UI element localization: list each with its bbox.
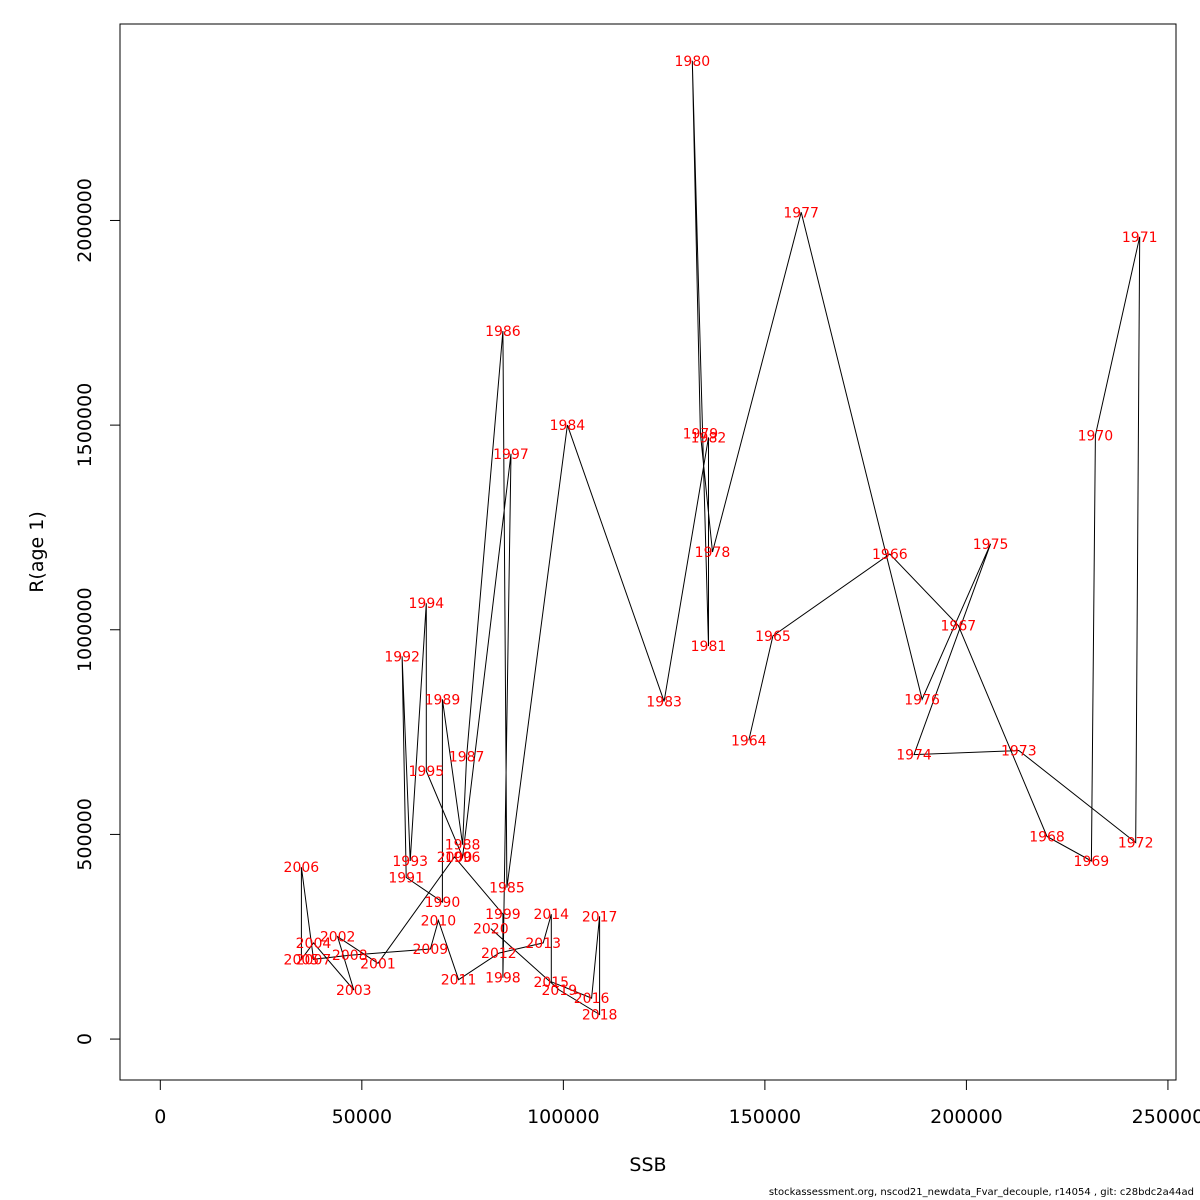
x-tick-label: 50000 — [332, 1106, 392, 1128]
year-label-2005: 2005 — [284, 952, 320, 968]
year-label-1980: 1980 — [675, 54, 711, 70]
year-label-1982: 1982 — [691, 430, 727, 446]
year-label-1971: 1971 — [1122, 230, 1158, 246]
year-label-1973: 1973 — [1001, 744, 1037, 760]
year-label-1984: 1984 — [550, 418, 586, 434]
year-label-2010: 2010 — [421, 913, 457, 929]
year-label-1995: 1995 — [409, 764, 445, 780]
year-label-1978: 1978 — [695, 545, 731, 561]
year-label-1991: 1991 — [388, 870, 424, 886]
x-tick-label: 250000 — [1132, 1106, 1200, 1128]
year-label-2011: 2011 — [441, 973, 477, 989]
year-label-2009: 2009 — [413, 942, 449, 958]
year-label-1979: 1979 — [683, 426, 719, 442]
y-tick-label: 500000 — [74, 798, 96, 871]
year-label-2004: 2004 — [296, 936, 332, 952]
year-label-2008: 2008 — [332, 948, 368, 964]
year-label-1989: 1989 — [425, 692, 461, 708]
year-label-1981: 1981 — [691, 639, 727, 655]
x-tick-label: 100000 — [527, 1106, 600, 1128]
year-label-2002: 2002 — [320, 930, 356, 946]
year-label-2018: 2018 — [582, 1008, 618, 1024]
footer-credit: stockassessment.org, nscod21_newdata_Fva… — [768, 1187, 1194, 1198]
year-label-1992: 1992 — [384, 649, 420, 665]
year-label-1970: 1970 — [1078, 428, 1114, 444]
year-labels: 1964 1965 1966 1967 1968 1969 1970 1971 1972 1973… — [284, 54, 1158, 1024]
series-line — [300, 60, 1141, 1016]
year-label-2015: 2015 — [533, 975, 569, 991]
year-label-1975: 1975 — [973, 537, 1009, 553]
year-label-2013: 2013 — [525, 936, 561, 952]
y-axis: 0 500000 1000000 1500000 2000000 — [74, 178, 121, 1045]
year-label-2007: 2007 — [296, 952, 332, 968]
year-label-2020: 2020 — [473, 922, 509, 938]
year-label-1988: 1988 — [445, 838, 481, 854]
year-label-1964: 1964 — [731, 733, 767, 749]
year-label-2001: 2001 — [360, 956, 396, 972]
year-label-1974: 1974 — [896, 748, 932, 764]
x-axis-label: SSB — [629, 1154, 666, 1176]
year-label-2012: 2012 — [481, 946, 517, 962]
year-label-1972: 1972 — [1118, 836, 1154, 852]
year-label-1966: 1966 — [872, 547, 908, 563]
year-label-1990: 1990 — [425, 895, 461, 911]
year-label-1994: 1994 — [409, 596, 445, 612]
year-label-2019: 2019 — [542, 983, 578, 999]
year-label-2017: 2017 — [582, 909, 618, 925]
year-label-2003: 2003 — [336, 983, 372, 999]
y-axis-label: R(age 1) — [26, 511, 48, 593]
y-tick-label: 2000000 — [74, 178, 96, 263]
year-label-1999: 1999 — [485, 907, 521, 923]
x-tick-label: 150000 — [729, 1106, 802, 1128]
year-label-1967: 1967 — [941, 619, 977, 635]
year-label-1998: 1998 — [485, 971, 521, 987]
year-label-1977: 1977 — [783, 205, 819, 221]
x-tick-label: 0 — [154, 1106, 166, 1128]
year-label-1983: 1983 — [646, 694, 682, 710]
plot-frame — [119, 23, 1177, 1081]
year-label-1968: 1968 — [1029, 829, 1065, 845]
x-tick-label: 200000 — [930, 1106, 1003, 1128]
year-label-1986: 1986 — [485, 324, 521, 340]
year-label-1969: 1969 — [1074, 854, 1110, 870]
year-label-1993: 1993 — [392, 854, 428, 870]
year-label-1996: 1996 — [445, 850, 481, 866]
year-label-1965: 1965 — [755, 629, 791, 645]
y-tick-label: 0 — [74, 1033, 96, 1045]
year-label-1976: 1976 — [904, 692, 940, 708]
y-tick-label: 1000000 — [74, 587, 96, 672]
year-label-2016: 2016 — [574, 991, 610, 1007]
year-label-1985: 1985 — [489, 881, 525, 897]
year-label-2000: 2000 — [437, 850, 473, 866]
year-label-2014: 2014 — [533, 907, 569, 923]
sr-line — [300, 60, 1141, 1016]
year-label-1997: 1997 — [493, 447, 529, 463]
year-label-1987: 1987 — [449, 750, 485, 766]
year-label-2006: 2006 — [284, 860, 320, 876]
y-tick-label: 1500000 — [74, 383, 96, 468]
x-axis: 0 50000 100000 150000 200000 250000 — [154, 1079, 1200, 1128]
